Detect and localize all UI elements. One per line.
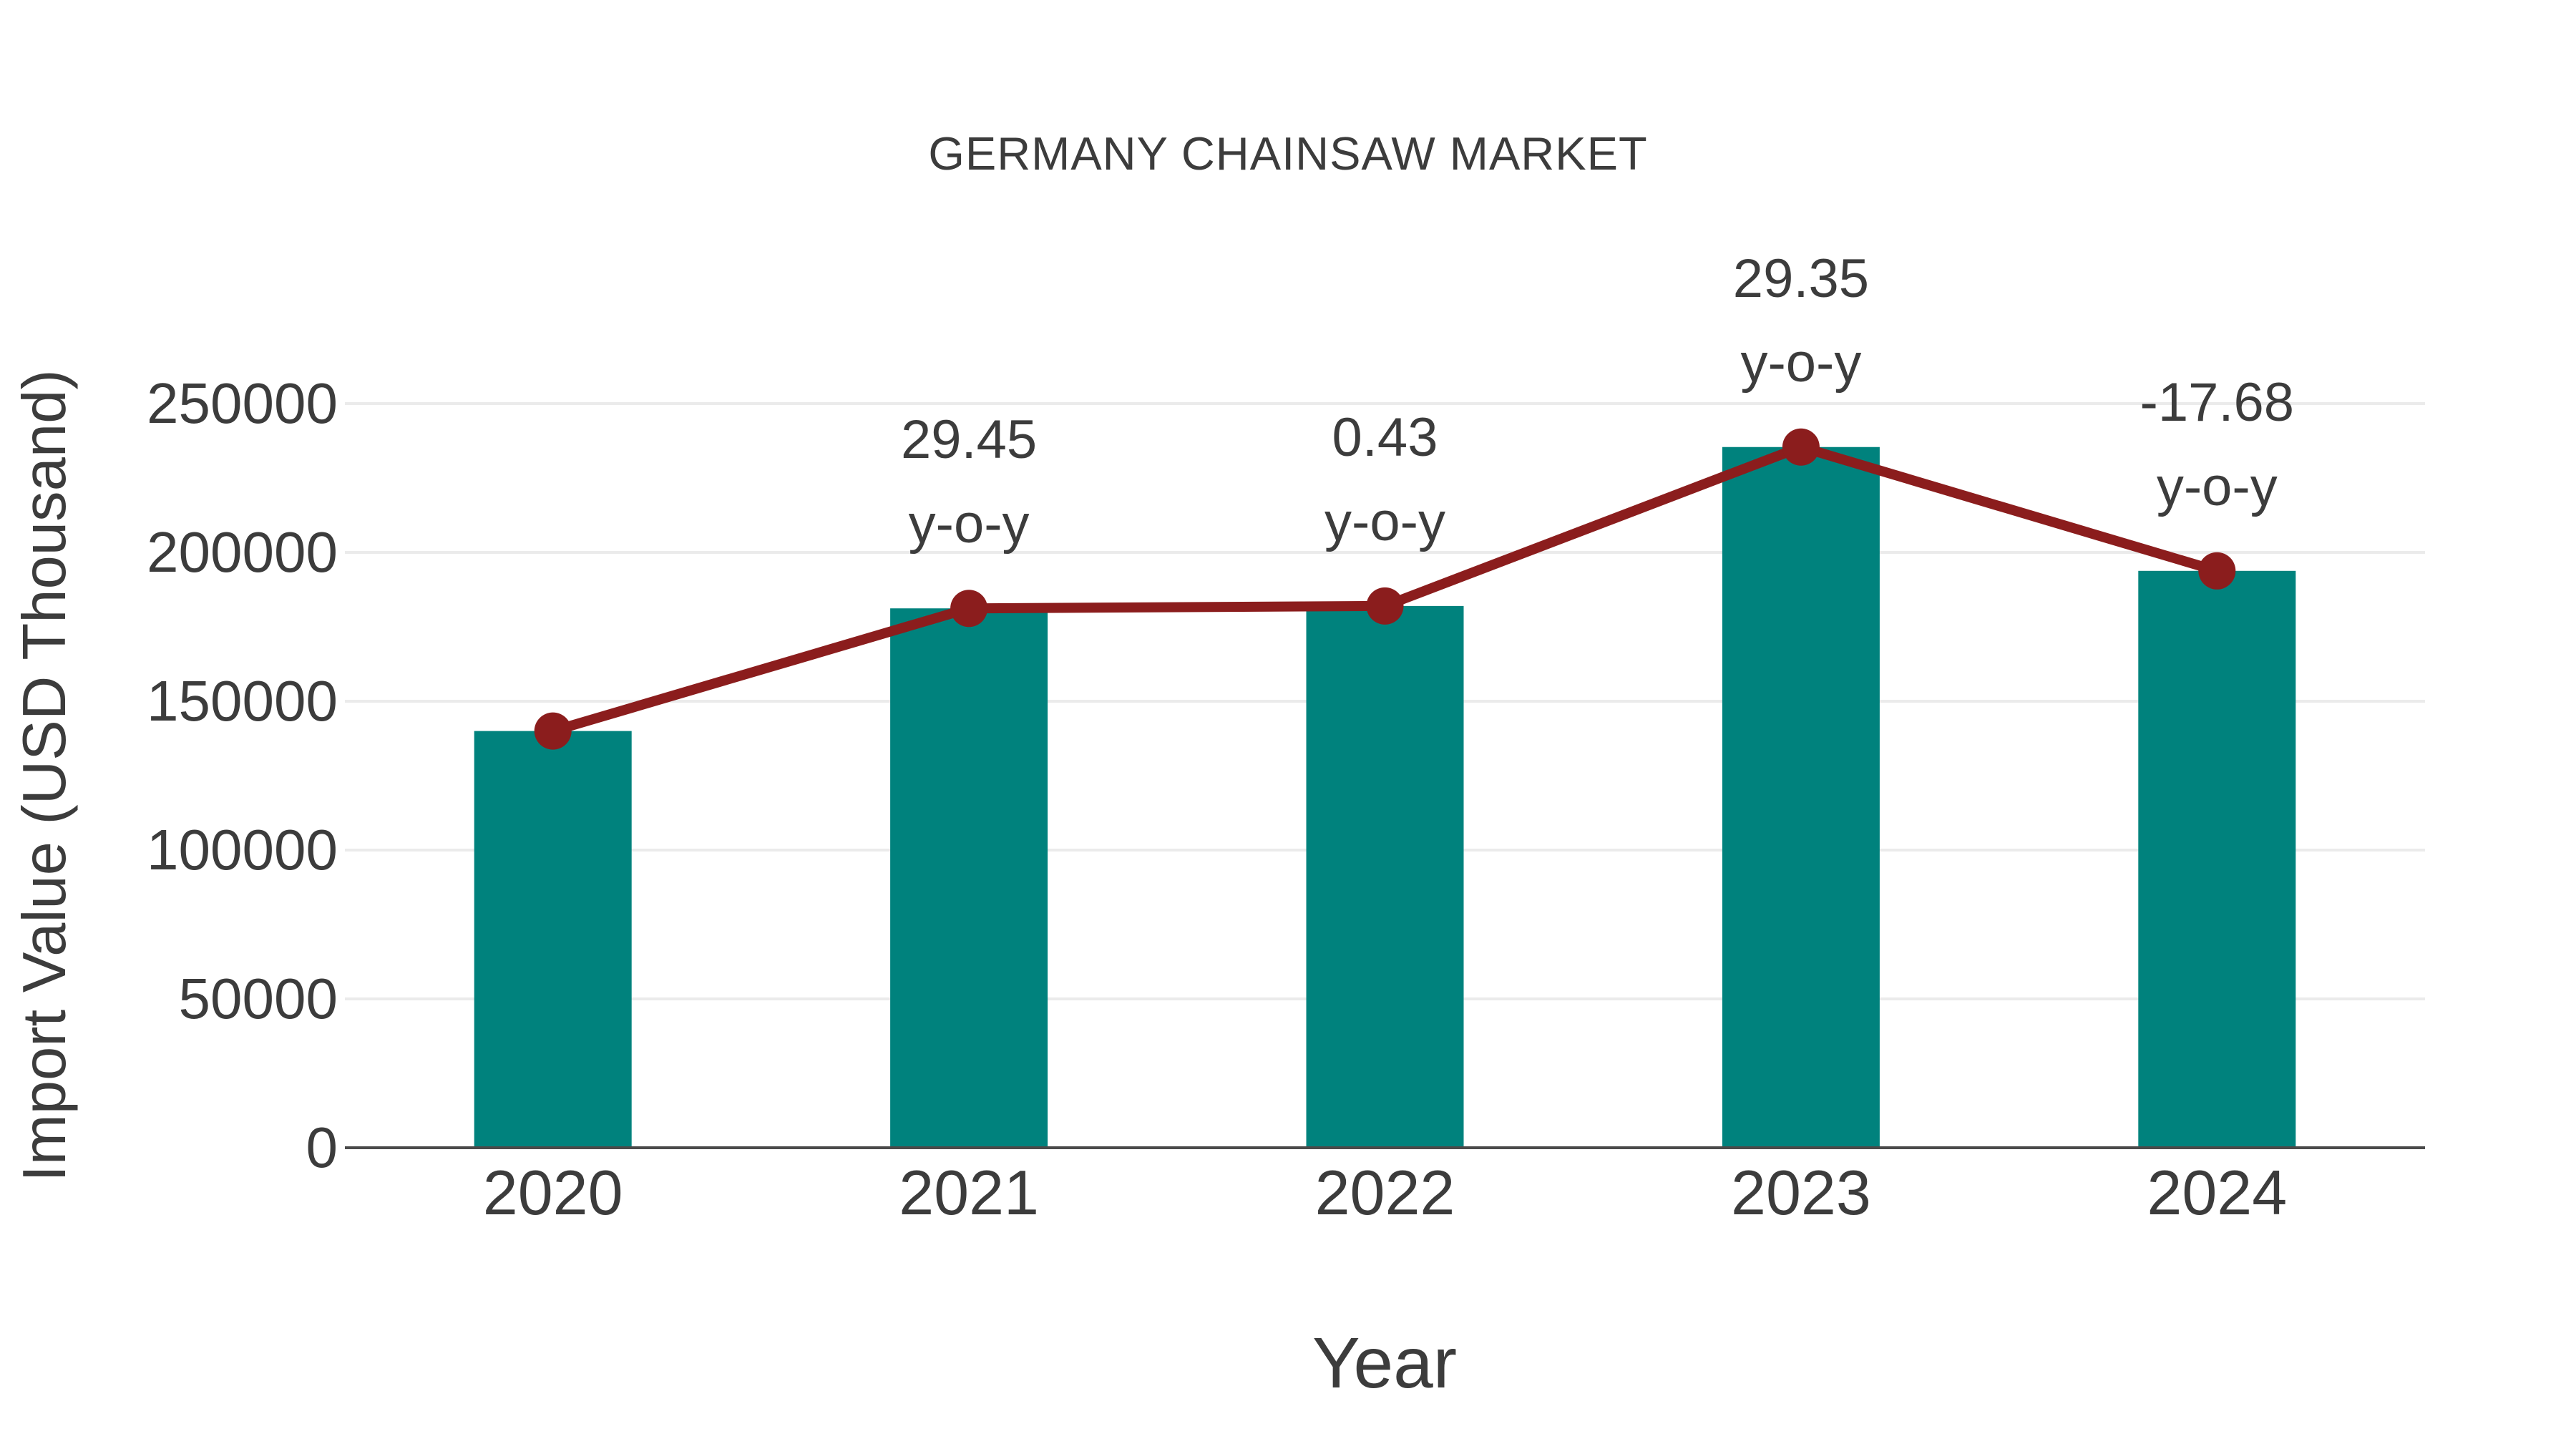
y-tick-label-250000: 250000 xyxy=(147,371,338,435)
bar-2024[interactable] xyxy=(2138,570,2296,1148)
annotation-2023: 29.35 y-o-y xyxy=(1733,237,1869,406)
yoy-marker-2023[interactable] xyxy=(1782,428,1820,466)
bar-2023[interactable] xyxy=(1722,447,1880,1148)
x-tick-label-2022: 2022 xyxy=(1314,1157,1455,1228)
x-tick-label-2023: 2023 xyxy=(1731,1157,1871,1228)
y-axis-title: Import Value (USD Thousand) xyxy=(11,369,79,1182)
x-tick-label-2020: 2020 xyxy=(482,1157,623,1228)
chart-title: GERMANY CHAINSAW MARKET xyxy=(928,127,1648,180)
yoy-marker-2022[interactable] xyxy=(1366,587,1404,625)
y-tick-label-0: 0 xyxy=(306,1116,338,1179)
annotation-2022: 0.43 y-o-y xyxy=(1324,396,1445,565)
bar-2020[interactable] xyxy=(474,731,632,1148)
x-tick-label-2021: 2021 xyxy=(899,1157,1039,1228)
annotation-suffix-2024: y-o-y xyxy=(2156,456,2278,517)
annotation-suffix-2023: y-o-y xyxy=(1740,332,1862,394)
y-tick-label-200000: 200000 xyxy=(147,520,338,584)
annotation-2021: 29.45 y-o-y xyxy=(901,398,1037,567)
annotation-value-2024: -17.68 xyxy=(2140,371,2295,433)
bar-2022[interactable] xyxy=(1306,605,1464,1148)
x-axis-title: Year xyxy=(1312,1323,1458,1403)
y-tick-label-50000: 50000 xyxy=(178,967,338,1030)
y-tick-label-100000: 100000 xyxy=(147,818,338,882)
yoy-marker-2024[interactable] xyxy=(2198,552,2236,590)
annotation-value-2022: 0.43 xyxy=(1332,406,1438,468)
yoy-marker-2020[interactable] xyxy=(534,712,572,750)
yoy-marker-2021[interactable] xyxy=(950,590,988,628)
y-tick-label-150000: 150000 xyxy=(147,669,338,733)
annotation-suffix-2022: y-o-y xyxy=(1324,491,1445,552)
x-tick-label-2024: 2024 xyxy=(2147,1157,2288,1228)
annotation-value-2023: 29.35 xyxy=(1732,248,1869,309)
annotation-value-2021: 29.45 xyxy=(901,409,1038,471)
annotation-2024: -17.68 y-o-y xyxy=(2140,361,2295,530)
plot-area xyxy=(345,402,2425,1149)
annotation-suffix-2021: y-o-y xyxy=(908,494,1030,555)
bar-2021[interactable] xyxy=(890,608,1048,1148)
